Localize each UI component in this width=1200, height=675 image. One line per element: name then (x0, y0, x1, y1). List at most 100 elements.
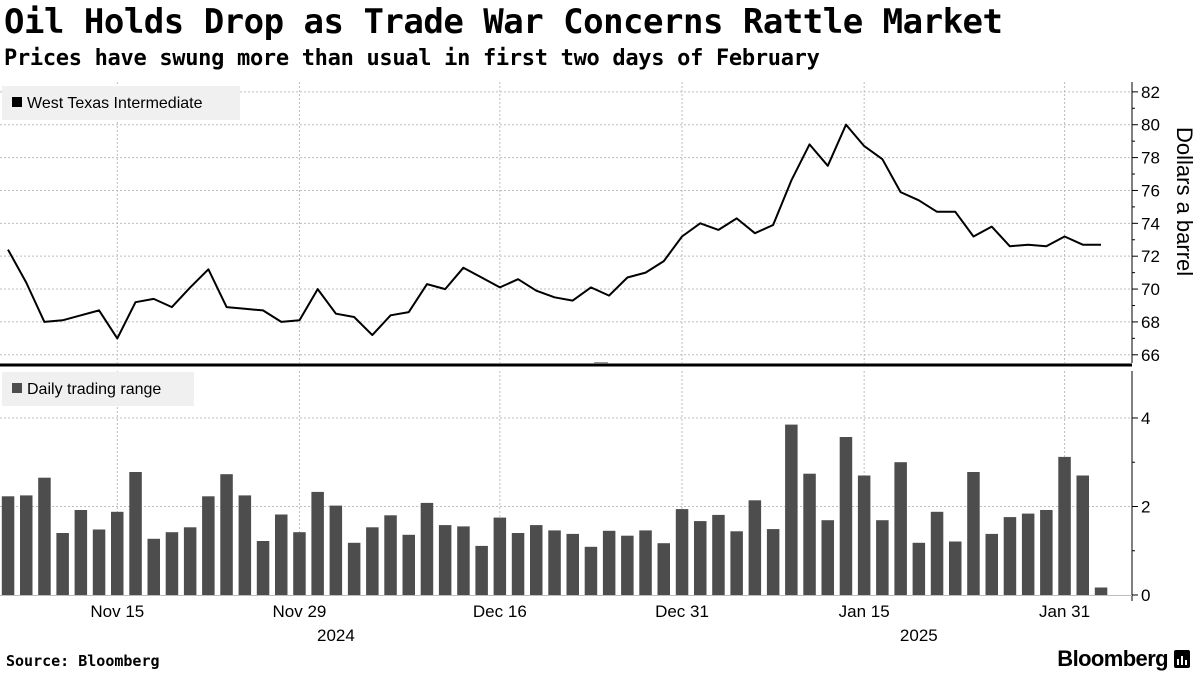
range-bar (876, 520, 889, 595)
range-bar (821, 520, 834, 595)
range-legend-box (2, 372, 194, 406)
bloomberg-terminal-icon (1174, 650, 1190, 668)
range-bar (38, 477, 51, 595)
range-bar (566, 533, 579, 595)
range-bar (438, 525, 452, 595)
range-bar (457, 526, 470, 595)
range-bar (256, 541, 270, 595)
range-bar (694, 521, 707, 595)
range-bar (748, 500, 762, 595)
range-bar (202, 496, 215, 595)
price-ytick-label: 82 (1141, 83, 1160, 102)
range-bar (785, 424, 798, 595)
price-panel: 66 68 70 72 74 76 78 80 82 Dollars a barrel West T… (0, 82, 1197, 367)
range-bar (238, 495, 252, 595)
chart-subtitle: Prices have swung more than usual in fir… (4, 46, 820, 71)
range-bar (584, 546, 598, 595)
range-bar (1058, 456, 1071, 595)
range-bar (1076, 475, 1089, 595)
range-bar (475, 545, 488, 595)
range-bar (347, 542, 361, 595)
range-bar (402, 534, 415, 595)
range-bar (74, 510, 88, 595)
range-legend-label: Daily trading range (27, 381, 161, 398)
price-legend-swatch (12, 97, 22, 107)
source-note: Source: Bloomberg (6, 652, 160, 670)
range-bar (493, 517, 507, 595)
oil-chart: 66 68 70 72 74 76 78 80 82 Dollars a barrel West T… (0, 82, 1197, 645)
range-bar (857, 475, 871, 595)
price-ytick-label: 80 (1141, 116, 1160, 135)
price-ytick-label: 74 (1141, 214, 1160, 233)
range-bar (657, 543, 670, 595)
x-year-label: 2025 (900, 626, 938, 645)
range-bar (275, 514, 288, 595)
range-bar (930, 511, 944, 595)
range-bar (147, 538, 160, 595)
range-ytick-label: 2 (1141, 497, 1150, 516)
price-ytick-label: 68 (1141, 313, 1160, 332)
range-bar (766, 529, 780, 595)
range-bar (602, 530, 616, 595)
range-bar (92, 529, 106, 595)
range-bar (293, 532, 306, 595)
range-bar (949, 541, 962, 595)
range-bar (384, 515, 397, 595)
chart-title: Oil Holds Drop as Trade War Concerns Rat… (4, 2, 1003, 42)
range-bar (839, 437, 853, 595)
x-tick-label: Dec 31 (655, 602, 709, 621)
price-ytick-label: 72 (1141, 247, 1160, 266)
range-ytick-label: 4 (1141, 409, 1150, 428)
price-legend-label: West Texas Intermediate (27, 95, 203, 112)
range-bar (1003, 517, 1017, 595)
range-bar (1040, 510, 1053, 595)
price-ytick-label: 66 (1141, 346, 1160, 365)
range-bar (548, 530, 561, 595)
x-tick-label: Jan 15 (839, 602, 890, 621)
range-bar (530, 525, 543, 595)
price-ylabel: Dollars a barrel (1172, 127, 1197, 276)
range-bar (1, 496, 15, 595)
range-bar (803, 473, 816, 595)
range-bar (675, 509, 689, 595)
x-tick-label: Dec 16 (473, 602, 527, 621)
range-bar (1021, 513, 1035, 595)
range-bar (329, 505, 343, 595)
range-bar (985, 533, 998, 595)
x-tick-label: Jan 31 (1039, 602, 1090, 621)
range-bar (967, 472, 980, 595)
x-tick-label: Nov 29 (273, 602, 327, 621)
range-ytick-label: 0 (1141, 586, 1150, 605)
price-ytick-label: 76 (1141, 181, 1160, 200)
panel-divider-grip (594, 362, 608, 364)
panel-divider (0, 363, 1132, 367)
range-bar (730, 531, 743, 595)
range-bar (311, 491, 324, 595)
x-year-label: 2024 (317, 626, 355, 645)
range-panel: 0 2 4 Daily trading range (0, 371, 1150, 605)
x-axis: Nov 15 Nov 29 Dec 16 Dec 31 Jan 15 Jan 31 2024… (90, 602, 1090, 645)
x-tick-label: Nov 15 (90, 602, 144, 621)
wti-price-line (7, 123, 1101, 340)
range-bar (56, 533, 69, 595)
range-bar (111, 511, 124, 595)
range-bar (220, 474, 233, 595)
range-bar (639, 530, 652, 595)
range-bar (894, 462, 907, 595)
brand-text: Bloomberg (1057, 646, 1168, 671)
range-bar (621, 535, 634, 595)
range-bar (511, 533, 525, 595)
range-bar (420, 502, 434, 595)
price-legend-box (2, 86, 240, 120)
price-ytick-label: 78 (1141, 149, 1160, 168)
range-bar (165, 532, 179, 595)
range-bar (1094, 587, 1108, 595)
price-ytick-label: 70 (1141, 280, 1160, 299)
range-bar (712, 514, 725, 595)
range-bar (183, 527, 197, 595)
range-bar (129, 472, 142, 595)
range-bar (366, 527, 379, 595)
bloomberg-logo: Bloomberg (1057, 646, 1190, 672)
range-bar (912, 542, 926, 595)
range-bar (20, 495, 33, 595)
